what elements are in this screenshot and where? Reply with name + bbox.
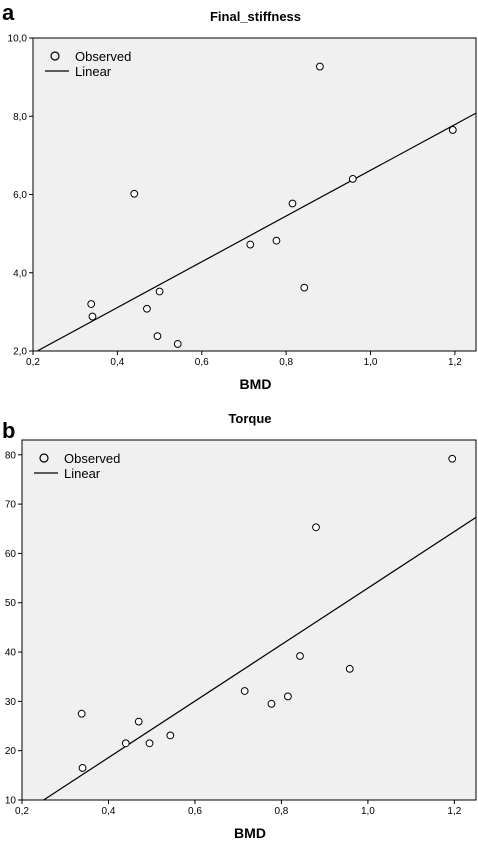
torque-observed-point-12 bbox=[448, 454, 457, 463]
final-stiffness-observed-point-8 bbox=[272, 236, 281, 245]
torque-y-tick-label-1: 20 bbox=[5, 746, 17, 757]
final-stiffness-x-tick-label-2: 0,6 bbox=[195, 357, 209, 368]
final-stiffness-x-tick-label-4: 1,0 bbox=[364, 357, 378, 368]
final-stiffness-linear-fit-line bbox=[36, 112, 476, 351]
final-stiffness-y-tick-label-2: 6,0 bbox=[13, 190, 27, 201]
torque-y-tick-label-5: 60 bbox=[5, 549, 17, 560]
final-stiffness-title: Final_stiffness bbox=[210, 9, 301, 24]
torque-x-tick-label-5: 1,2 bbox=[447, 806, 461, 817]
chart-final-stiffness: Final_stiffness 0,2 0,4 0,6 0,8 1,0 1,2 2,0 4,0 6… bbox=[8, 9, 477, 392]
torque-observed-point-0 bbox=[77, 709, 86, 718]
torque-y-tick-label-4: 50 bbox=[5, 598, 17, 609]
final-stiffness-observed-point-12 bbox=[348, 174, 357, 183]
final-stiffness-observed-point-3 bbox=[143, 304, 151, 313]
torque-legend-linear-label: Linear bbox=[64, 466, 101, 481]
torque-observed-point-3 bbox=[134, 717, 143, 726]
torque-x-tick-label-1: 0,4 bbox=[102, 806, 116, 817]
final-stiffness-legend-observed-label: Observed bbox=[75, 49, 131, 64]
final-stiffness-observed-point-9 bbox=[288, 199, 297, 208]
panel-label-a: a bbox=[2, 0, 15, 25]
panel-label-b: b bbox=[2, 418, 16, 443]
final-stiffness-y-tick-label-1: 4,0 bbox=[13, 268, 27, 279]
torque-x-tick-label-3: 0,8 bbox=[274, 806, 288, 817]
torque-legend-observed-marker bbox=[39, 453, 49, 463]
final-stiffness-y-tick-label-3: 8,0 bbox=[13, 112, 27, 123]
torque-x-tick-label-0: 0,2 bbox=[15, 806, 29, 817]
torque-legend-observed-label: Observed bbox=[64, 451, 120, 466]
torque-observed-point-10 bbox=[312, 523, 320, 532]
final-stiffness-x-axis-label: BMD bbox=[240, 376, 272, 392]
final-stiffness-observed-point-0 bbox=[87, 300, 96, 308]
torque-observed-point-9 bbox=[296, 652, 304, 660]
final-stiffness-observed-point-7 bbox=[246, 240, 255, 249]
final-stiffness-observed-point-6 bbox=[173, 340, 182, 348]
torque-y-tick-label-0: 10 bbox=[5, 796, 17, 807]
torque-observed-point-11 bbox=[345, 664, 354, 673]
final-stiffness-legend-linear-label: Linear bbox=[75, 64, 112, 79]
torque-observed-point-6 bbox=[240, 687, 249, 695]
torque-observed-point-2 bbox=[121, 739, 130, 748]
final-stiffness-x-tick-label-0: 0,2 bbox=[26, 357, 40, 368]
torque-x-axis-label: BMD bbox=[234, 825, 266, 841]
final-stiffness-legend-observed-marker bbox=[50, 51, 60, 61]
torque-observed-point-7 bbox=[267, 699, 276, 708]
final-stiffness-observed-point-13 bbox=[448, 126, 457, 134]
torque-observed-point-8 bbox=[284, 692, 292, 701]
torque-y-tick-label-7: 80 bbox=[5, 450, 17, 461]
chart-torque: Torque 0,2 0,4 0,6 0,8 1,0 1,2 10 20 30 40 50 60 70 80… bbox=[5, 412, 477, 841]
torque-observed-point-1 bbox=[78, 764, 87, 772]
final-stiffness-y-tick-label-4: 10,0 bbox=[8, 34, 28, 45]
torque-linear-fit-line bbox=[43, 516, 476, 800]
final-stiffness-observed-point-2 bbox=[130, 189, 139, 198]
final-stiffness-observed-point-11 bbox=[315, 62, 324, 71]
torque-observed-point-4 bbox=[145, 739, 154, 748]
final-stiffness-x-tick-label-1: 0,4 bbox=[110, 357, 124, 368]
final-stiffness-x-tick-label-5: 1,2 bbox=[448, 357, 462, 368]
torque-y-tick-label-2: 30 bbox=[5, 697, 17, 708]
final-stiffness-y-tick-label-0: 2,0 bbox=[13, 347, 27, 358]
torque-y-tick-label-3: 40 bbox=[5, 648, 17, 659]
torque-title: Torque bbox=[228, 412, 271, 426]
torque-y-tick-label-6: 70 bbox=[5, 500, 17, 511]
torque-plot-area bbox=[21, 439, 477, 801]
final-stiffness-observed-point-5 bbox=[155, 287, 164, 296]
final-stiffness-x-tick-label-3: 0,8 bbox=[279, 357, 293, 368]
torque-x-tick-label-2: 0,6 bbox=[188, 806, 202, 817]
final-stiffness-plot-area bbox=[32, 37, 477, 352]
torque-x-tick-label-4: 1,0 bbox=[361, 806, 375, 817]
final-stiffness-observed-point-4 bbox=[153, 332, 162, 341]
final-stiffness-observed-point-1 bbox=[88, 312, 97, 321]
final-stiffness-observed-point-10 bbox=[300, 283, 309, 292]
torque-observed-point-5 bbox=[166, 731, 175, 740]
